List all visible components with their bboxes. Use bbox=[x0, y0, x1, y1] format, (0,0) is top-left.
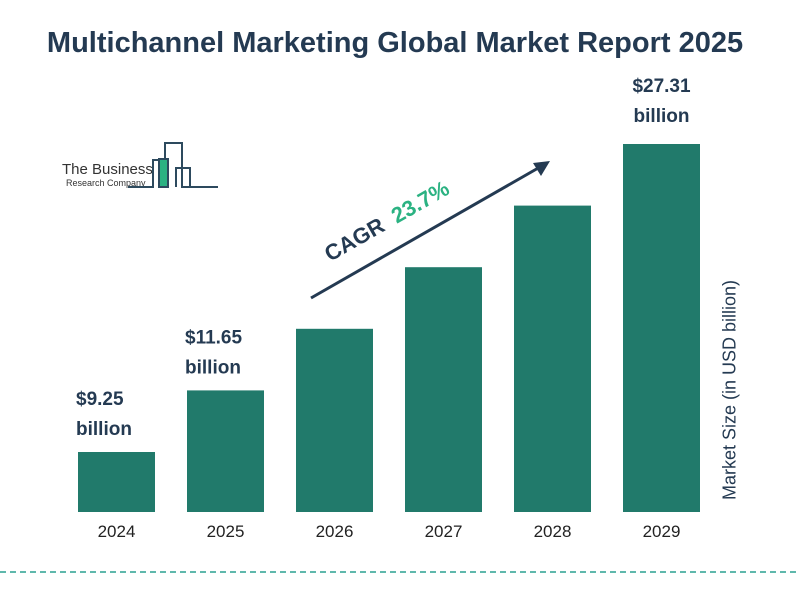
cagr-value: 23.7% bbox=[387, 176, 454, 229]
x-tick-label: 2028 bbox=[534, 522, 572, 541]
data-label: $9.25 bbox=[76, 389, 124, 410]
cagr-arrow bbox=[310, 161, 550, 300]
logo-text: The Business bbox=[62, 161, 153, 178]
bar-2028 bbox=[514, 205, 591, 512]
logo-icon bbox=[128, 142, 218, 188]
bar-2026 bbox=[296, 328, 373, 512]
chart-title: Multichannel Marketing Global Market Rep… bbox=[46, 27, 744, 59]
bar-2029 bbox=[623, 144, 700, 512]
x-tick-label: 2029 bbox=[643, 522, 681, 541]
data-label: $11.65 bbox=[185, 327, 242, 348]
x-tick-label: 2027 bbox=[425, 522, 463, 541]
bar-2024 bbox=[78, 452, 155, 512]
bar-2027 bbox=[405, 267, 482, 512]
x-tick-label: 2026 bbox=[316, 522, 354, 541]
data-label: $27.31 bbox=[632, 76, 691, 97]
x-tick-label: 2025 bbox=[207, 522, 245, 541]
logo-subtext: Research Company bbox=[66, 178, 146, 188]
svg-text:CAGR 23.7%: CAGR 23.7% bbox=[320, 176, 453, 267]
data-label: billion bbox=[634, 106, 690, 127]
x-tick-label: 2024 bbox=[98, 522, 136, 541]
bar-2025 bbox=[187, 390, 264, 512]
data-label: billion bbox=[185, 357, 241, 378]
data-label: billion bbox=[76, 419, 132, 440]
